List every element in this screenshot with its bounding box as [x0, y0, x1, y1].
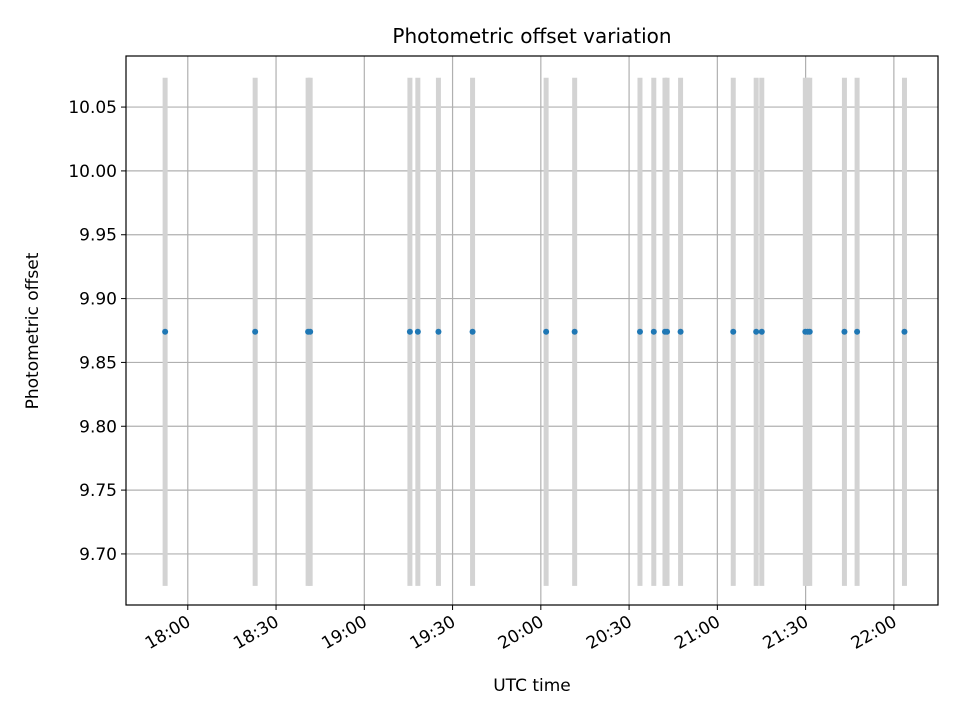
data-point [543, 328, 550, 335]
y-axis-ticks: 9.70 9.75 9.80 9.85 9.90 9.95 10.00 10.05 [68, 98, 126, 565]
data-point [406, 328, 413, 335]
data-point [753, 328, 760, 335]
data-point [162, 328, 169, 335]
grid [126, 56, 938, 605]
data-point [435, 328, 442, 335]
y-tick-label: 10.05 [68, 98, 117, 118]
y-tick-label: 9.80 [79, 417, 117, 437]
data-point [469, 328, 476, 335]
data-point [571, 328, 578, 335]
y-tick-label: 9.95 [79, 226, 117, 246]
data-point [414, 328, 421, 335]
data-point [758, 328, 765, 335]
y-tick-label: 10.00 [68, 162, 117, 182]
chart-title: Photometric offset variation [392, 24, 671, 48]
y-axis-label: Photometric offset [23, 252, 43, 409]
y-tick-label: 9.90 [79, 290, 117, 310]
data-point [841, 328, 848, 335]
data-point [901, 328, 908, 335]
data-point [677, 328, 684, 335]
data-point [664, 328, 671, 335]
y-tick-label: 9.70 [79, 545, 117, 565]
data-point [730, 328, 737, 335]
plot-frame [125, 55, 939, 606]
data-point [854, 328, 861, 335]
x-axis-label: UTC time [493, 676, 571, 696]
data-point [252, 328, 259, 335]
offset-points [162, 328, 908, 335]
data-point [636, 328, 643, 335]
y-tick-label: 9.75 [79, 481, 117, 501]
data-point [307, 328, 314, 335]
data-point [806, 328, 813, 335]
data-point [650, 328, 657, 335]
y-tick-label: 9.85 [79, 353, 117, 373]
